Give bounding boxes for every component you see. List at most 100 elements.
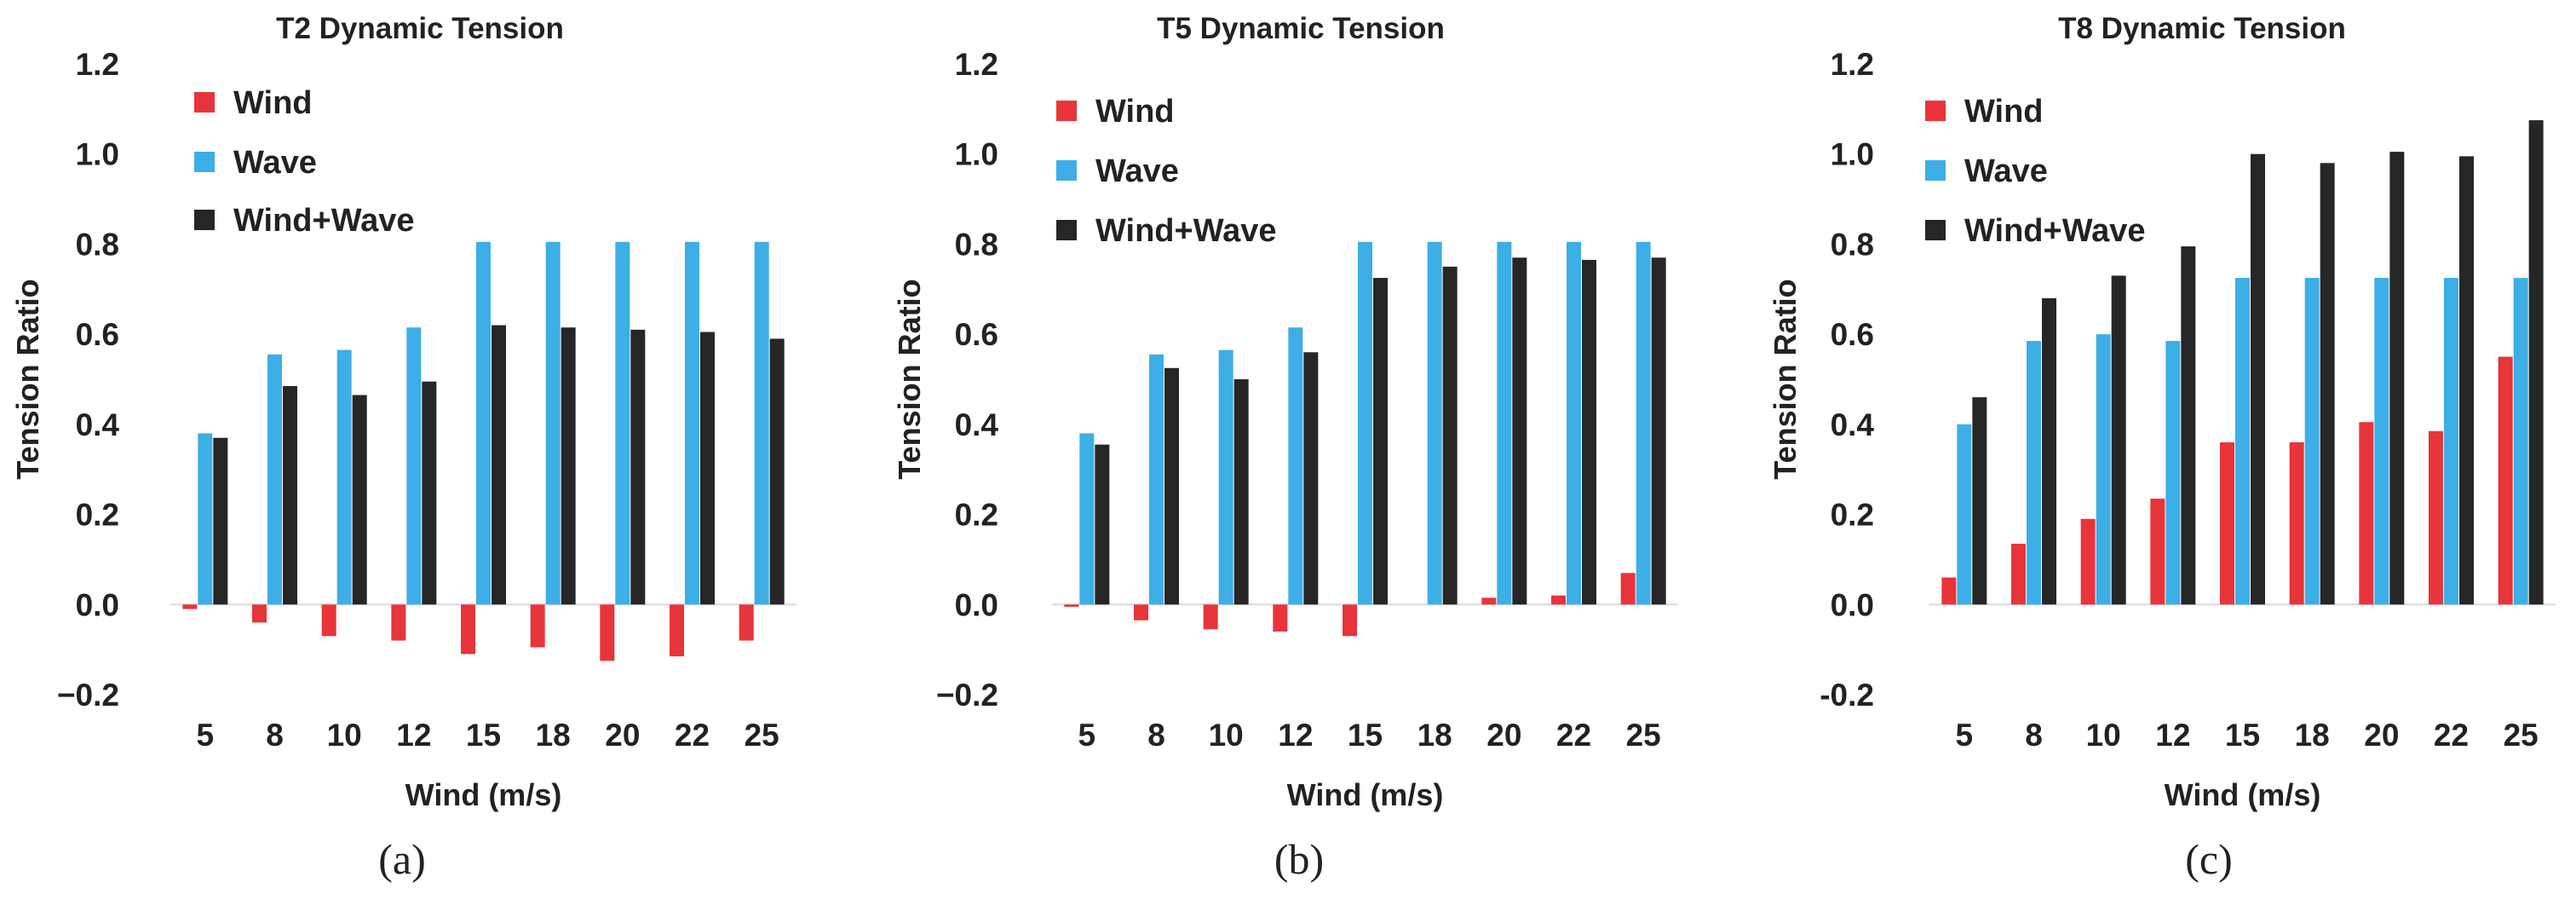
chart-1-bar-wave-18 <box>546 242 561 605</box>
chart-3-bar-wind-wave-12 <box>2181 246 2195 604</box>
chart-1-y-tick-label: 0.6 <box>76 317 119 352</box>
chart-3-x-tick-label: 25 <box>2504 718 2539 753</box>
chart-1-bar-wind-22 <box>670 604 684 656</box>
chart-3-legend-label: Wind+Wave <box>1964 213 2146 249</box>
chart-3-x-tick-label: 18 <box>2295 718 2330 753</box>
chart-1-x-axis-title: Wind (m/s) <box>405 777 562 812</box>
chart-3-bar-wave-20 <box>2374 278 2389 604</box>
chart-1-y-tick-label: 1.2 <box>76 47 119 82</box>
chart-1-x-tick-label: 20 <box>605 718 640 753</box>
chart-3-panel-label: (c) <box>2185 835 2233 883</box>
chart-3-legend-swatch <box>1925 101 1946 121</box>
chart-1-bar-wave-25 <box>755 242 769 605</box>
chart-2-bar-wind-15 <box>1343 604 1357 636</box>
chart-2-bar-wave-10 <box>1219 350 1233 605</box>
chart-3-y-tick-label: 0.0 <box>1831 587 1874 622</box>
chart-3-bar-wave-25 <box>2514 278 2528 604</box>
chart-1-y-tick-label: 0.2 <box>76 498 119 533</box>
chart-2-y-axis-title: Tension Ratio <box>892 279 927 479</box>
chart-3-legend-swatch <box>1925 160 1946 181</box>
chart-1-x-tick-label: 15 <box>466 718 501 753</box>
chart-1-bar-wind-wave-25 <box>770 338 785 604</box>
chart-3-bar-wind-25 <box>2498 357 2513 605</box>
chart-1-bar-wind-wave-20 <box>630 330 645 604</box>
chart-2-bar-wind-20 <box>1481 597 1496 604</box>
chart-3-bar-wind-wave-15 <box>2251 154 2265 605</box>
chart-1-x-tick-label: 22 <box>675 718 710 753</box>
chart-2-bar-wave-22 <box>1567 242 1581 605</box>
chart-3-bar-wind-8 <box>2011 544 2026 604</box>
chart-3-title: T8 Dynamic Tension <box>2058 12 2346 45</box>
chart-1-y-tick-label: 1.0 <box>76 137 119 172</box>
chart-2-bar-wind-wave-20 <box>1512 257 1527 604</box>
chart-1-legend-label: Wind <box>233 85 313 121</box>
chart-3-bar-wind-5 <box>1941 578 1956 605</box>
chart-3-bar-wind-wave-22 <box>2459 156 2474 604</box>
chart-3-y-tick-label: 0.6 <box>1831 317 1874 352</box>
chart-2-y-tick-label: 1.2 <box>955 47 998 82</box>
chart-3-bar-wind-wave-8 <box>2042 298 2056 604</box>
chart-1-bar-wave-8 <box>267 355 282 604</box>
chart-2-bar-wind-wave-22 <box>1582 260 1596 604</box>
chart-3-x-tick-label: 22 <box>2434 718 2469 753</box>
chart-3-bar-wave-15 <box>2235 278 2250 604</box>
chart-1-y-tick-label: −0.2 <box>57 678 119 713</box>
chart-1-x-tick-label: 5 <box>197 718 215 753</box>
chart-2-bar-wind-22 <box>1551 596 1566 605</box>
chart-1-x-tick-label: 25 <box>745 718 779 753</box>
chart-2-legend-swatch <box>1056 220 1077 240</box>
chart-3-bar-wind-18 <box>2290 442 2304 604</box>
chart-1-x-tick-label: 12 <box>396 718 431 753</box>
chart-3-x-tick-label: 12 <box>2155 718 2190 753</box>
chart-3-bar-wind-wave-20 <box>2389 152 2404 604</box>
chart-3-x-axis-title: Wind (m/s) <box>2165 777 2321 812</box>
chart-2-bar-wave-15 <box>1358 242 1372 605</box>
chart-1-y-tick-label: 0.4 <box>76 407 120 442</box>
chart-1-bar-wind-15 <box>461 604 475 654</box>
chart-1-bar-wind-20 <box>600 604 614 661</box>
chart-2-x-axis-title: Wind (m/s) <box>1287 777 1444 812</box>
chart-2-bar-wave-8 <box>1149 355 1164 604</box>
chart-3-y-tick-label: 0.8 <box>1831 227 1874 262</box>
chart-1-legend-swatch <box>194 152 215 172</box>
chart-3-x-tick-label: 15 <box>2225 718 2260 753</box>
chart-2-bar-wind-wave-12 <box>1303 352 1318 604</box>
chart-2-bar-wind-25 <box>1621 573 1636 604</box>
chart-1-y-tick-label: 0.8 <box>76 227 119 262</box>
chart-3-bar-wind-wave-18 <box>2320 163 2335 604</box>
chart-2-bar-wave-18 <box>1428 242 1442 605</box>
chart-1-bar-wave-12 <box>406 327 421 604</box>
chart-1-bar-wind-18 <box>531 604 545 647</box>
chart-2-legend-label: Wave <box>1095 153 1179 189</box>
chart-3-legend-label: Wind <box>1964 94 2044 130</box>
chart-2-y-tick-label: 0.6 <box>955 317 998 352</box>
chart-1-x-tick-label: 10 <box>327 718 362 753</box>
chart-1-bar-wind-wave-18 <box>561 327 576 604</box>
chart-3-x-tick-label: 10 <box>2086 718 2121 753</box>
chart-3-legend-swatch <box>1925 220 1946 240</box>
chart-2-legend-swatch <box>1056 160 1077 181</box>
chart-3-bar-wind-10 <box>2081 519 2096 604</box>
chart-3-bar-wind-15 <box>2220 442 2234 604</box>
chart-3-bar-wind-wave-25 <box>2529 120 2544 604</box>
chart-2-x-tick-label: 5 <box>1078 718 1096 753</box>
chart-2-bar-wind-wave-25 <box>1652 257 1666 604</box>
chart-2-bar-wind-wave-18 <box>1443 267 1458 604</box>
chart-3-y-tick-label: 1.2 <box>1831 47 1874 82</box>
chart-3-x-tick-label: 8 <box>2025 718 2043 753</box>
chart-2-bar-wave-25 <box>1636 242 1651 605</box>
chart-1-legend-label: Wave <box>233 145 317 181</box>
chart-2-panel-label: (b) <box>1274 835 1324 883</box>
chart-2-bar-wave-12 <box>1288 327 1302 604</box>
chart-1-x-tick-label: 8 <box>266 718 284 753</box>
chart-2-y-tick-label: 1.0 <box>955 137 998 172</box>
chart-3-bar-wave-10 <box>2096 334 2111 604</box>
chart-2-bar-wind-wave-8 <box>1164 368 1179 605</box>
chart-3-y-axis-title: Tension Ratio <box>1768 279 1803 479</box>
chart-1-bar-wind-wave-12 <box>422 382 436 605</box>
chart-2-bar-wind-wave-5 <box>1095 445 1109 605</box>
chart-3-bar-wave-12 <box>2165 341 2180 604</box>
chart-2-bar-wind-5 <box>1064 604 1078 607</box>
chart-2-legend-label: Wind <box>1095 94 1175 130</box>
